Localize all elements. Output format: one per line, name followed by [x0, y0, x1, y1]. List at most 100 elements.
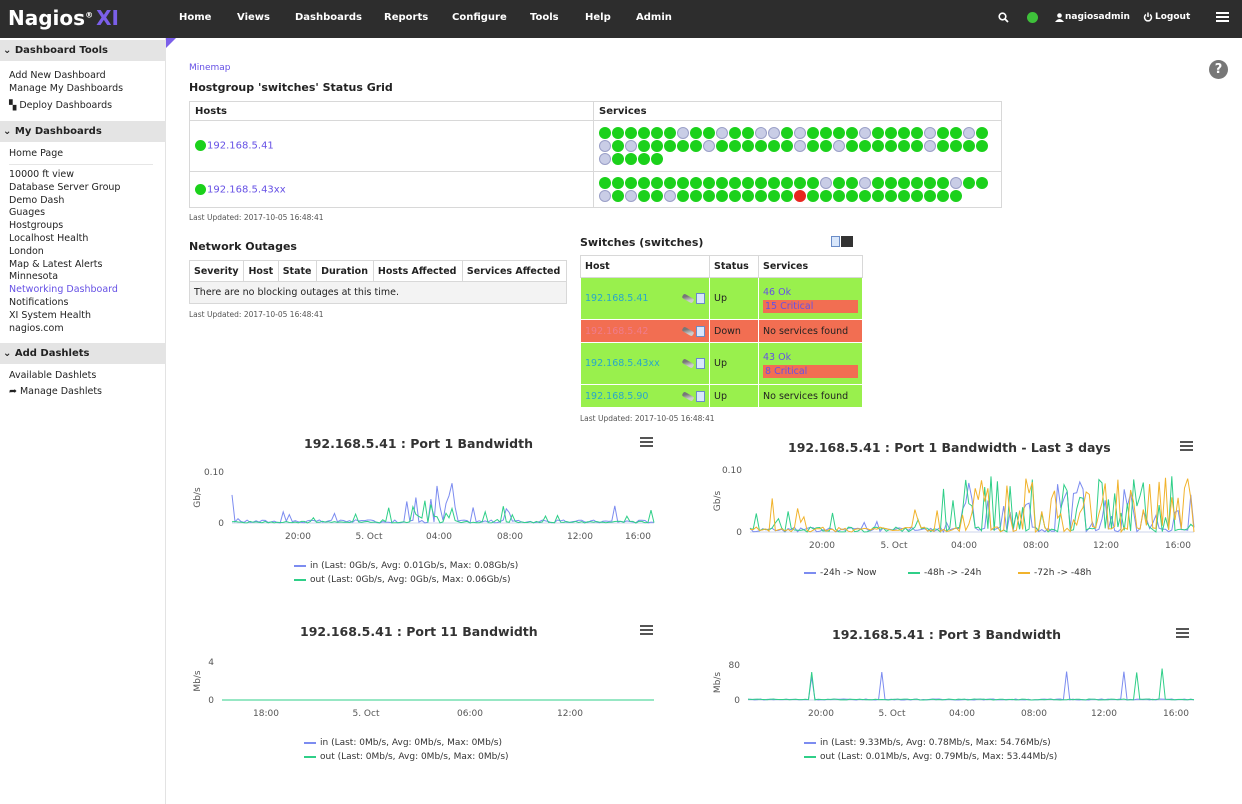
terminal-icon[interactable]	[841, 236, 853, 247]
service-ok-dot[interactable]	[833, 127, 845, 139]
service-acknowledged-dot[interactable]	[963, 127, 975, 139]
service-ok-dot[interactable]	[755, 190, 767, 202]
service-ok-dot[interactable]	[807, 177, 819, 189]
service-ok-dot[interactable]	[768, 177, 780, 189]
available-dashlets-link[interactable]: Available Dashlets	[9, 370, 97, 381]
legend-item[interactable]: out (Last: 0Gb/s, Avg: 0Gb/s, Max: 0.06G…	[294, 575, 510, 585]
service-acknowledged-dot[interactable]	[599, 190, 611, 202]
service-acknowledged-dot[interactable]	[716, 127, 728, 139]
service-ok-dot[interactable]	[794, 177, 806, 189]
service-acknowledged-dot[interactable]	[755, 127, 767, 139]
service-ok-dot[interactable]	[729, 177, 741, 189]
services-critical-link[interactable]: 15 Critical	[763, 299, 858, 313]
service-ok-dot[interactable]	[625, 177, 637, 189]
service-ok-dot[interactable]	[651, 190, 663, 202]
service-ok-dot[interactable]	[898, 190, 910, 202]
service-ok-dot[interactable]	[755, 140, 767, 152]
service-ok-dot[interactable]	[781, 127, 793, 139]
service-ok-dot[interactable]	[911, 140, 923, 152]
service-ok-dot[interactable]	[911, 190, 923, 202]
service-critical-dot[interactable]	[794, 190, 806, 202]
nav-reports[interactable]: Reports	[384, 12, 429, 23]
service-ok-dot[interactable]	[664, 177, 676, 189]
service-ok-dot[interactable]	[625, 127, 637, 139]
home-page-link[interactable]: Home Page	[9, 148, 64, 159]
chart-menu-icon[interactable]	[640, 625, 653, 636]
service-ok-dot[interactable]	[872, 177, 884, 189]
wrench-icon[interactable]	[681, 325, 695, 337]
service-ok-dot[interactable]	[651, 177, 663, 189]
dashboard-link[interactable]: Localhost Health	[9, 233, 89, 244]
service-ok-dot[interactable]	[859, 190, 871, 202]
service-acknowledged-dot[interactable]	[599, 153, 611, 165]
legend-item[interactable]: in (Last: 0Gb/s, Avg: 0.01Gb/s, Max: 0.0…	[294, 561, 518, 571]
service-ok-dot[interactable]	[651, 153, 663, 165]
service-ok-dot[interactable]	[742, 140, 754, 152]
service-ok-dot[interactable]	[976, 177, 988, 189]
manage-dashlets-link[interactable]: ➦ Manage Dashlets	[9, 386, 103, 397]
service-ok-dot[interactable]	[638, 140, 650, 152]
service-ok-dot[interactable]	[742, 190, 754, 202]
service-ok-dot[interactable]	[768, 140, 780, 152]
service-ok-dot[interactable]	[625, 153, 637, 165]
service-ok-dot[interactable]	[742, 177, 754, 189]
service-ok-dot[interactable]	[911, 177, 923, 189]
service-acknowledged-dot[interactable]	[703, 140, 715, 152]
service-ok-dot[interactable]	[677, 177, 689, 189]
service-ok-dot[interactable]	[898, 177, 910, 189]
service-acknowledged-dot[interactable]	[599, 140, 611, 152]
help-icon[interactable]: ?	[1209, 60, 1228, 79]
legend-item[interactable]: out (Last: 0Mb/s, Avg: 0Mb/s, Max: 0Mb/s…	[304, 752, 509, 762]
service-ok-dot[interactable]	[937, 190, 949, 202]
service-ok-dot[interactable]	[677, 140, 689, 152]
service-ok-dot[interactable]	[846, 127, 858, 139]
switch-host-link[interactable]: 192.168.5.43xx	[585, 358, 660, 369]
sidebar-collapse-tab[interactable]	[166, 38, 176, 48]
legend-item[interactable]: in (Last: 9.33Mb/s, Avg: 0.78Mb/s, Max: …	[804, 738, 1051, 748]
nav-help[interactable]: Help	[585, 12, 611, 23]
service-ok-dot[interactable]	[690, 190, 702, 202]
service-ok-dot[interactable]	[599, 127, 611, 139]
wrench-icon[interactable]	[681, 390, 695, 402]
chart-menu-icon[interactable]	[1176, 628, 1189, 639]
dashboard-link[interactable]: 10000 ft view	[9, 169, 75, 180]
legend-item[interactable]: out (Last: 0.01Mb/s, Avg: 0.79Mb/s, Max:…	[804, 752, 1057, 762]
service-ok-dot[interactable]	[898, 140, 910, 152]
switch-host-link[interactable]: 192.168.5.90	[585, 390, 649, 402]
nav-dashboards[interactable]: Dashboards	[295, 12, 362, 23]
service-ok-dot[interactable]	[846, 140, 858, 152]
service-ok-dot[interactable]	[833, 177, 845, 189]
host-link[interactable]: 192.168.5.43xx	[207, 184, 286, 196]
hamburger-menu-icon[interactable]	[1216, 12, 1229, 23]
service-acknowledged-dot[interactable]	[859, 177, 871, 189]
service-ok-dot[interactable]	[599, 177, 611, 189]
service-ok-dot[interactable]	[976, 127, 988, 139]
service-ok-dot[interactable]	[703, 127, 715, 139]
service-ok-dot[interactable]	[781, 190, 793, 202]
wrench-icon[interactable]	[681, 358, 695, 369]
deploy-dashboards-link[interactable]: ▚ Deploy Dashboards	[9, 100, 113, 111]
service-acknowledged-dot[interactable]	[677, 127, 689, 139]
service-ok-dot[interactable]	[898, 127, 910, 139]
wrench-icon[interactable]	[681, 293, 695, 304]
add-dashlets-header[interactable]: ⌄ Add Dashlets	[0, 343, 166, 364]
document-icon[interactable]	[696, 325, 705, 337]
dashboard-link[interactable]: Map & Latest Alerts	[9, 259, 103, 270]
user-name[interactable]: nagiosadmin	[1065, 12, 1130, 22]
search-icon[interactable]	[998, 12, 1009, 23]
service-acknowledged-dot[interactable]	[625, 140, 637, 152]
service-ok-dot[interactable]	[703, 190, 715, 202]
service-ok-dot[interactable]	[963, 177, 975, 189]
service-ok-dot[interactable]	[924, 177, 936, 189]
service-ok-dot[interactable]	[950, 190, 962, 202]
add-new-dashboard-link[interactable]: Add New Dashboard	[9, 70, 106, 81]
service-ok-dot[interactable]	[846, 190, 858, 202]
service-ok-dot[interactable]	[638, 127, 650, 139]
service-acknowledged-dot[interactable]	[950, 177, 962, 189]
nav-views[interactable]: Views	[237, 12, 270, 23]
service-ok-dot[interactable]	[690, 127, 702, 139]
service-ok-dot[interactable]	[768, 190, 780, 202]
legend-item[interactable]: -24h -> Now	[804, 568, 877, 578]
service-acknowledged-dot[interactable]	[625, 190, 637, 202]
switch-host-link[interactable]: 192.168.5.42	[585, 325, 649, 337]
